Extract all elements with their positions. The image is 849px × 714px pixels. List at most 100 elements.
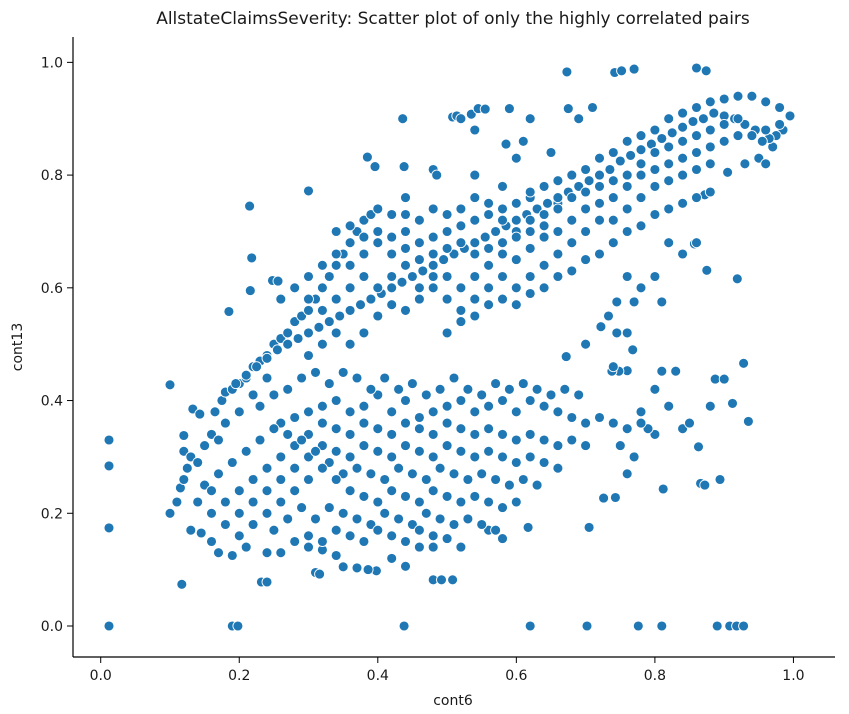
data-point [621,180,633,192]
data-point [434,462,446,474]
data-point [303,185,314,197]
data-point [607,361,619,373]
data-point [732,130,744,142]
data-point [552,271,564,282]
data-point [400,226,411,237]
data-point [614,440,626,452]
data-point [538,457,550,468]
data-point [344,220,356,232]
data-point [358,490,370,502]
data-point [261,547,273,559]
data-point [510,152,522,164]
data-point [296,502,308,514]
data-point [397,113,409,125]
data-point [684,417,695,429]
data-point [562,103,574,115]
data-point [609,492,621,503]
data-point [691,192,702,204]
data-point [247,389,259,401]
data-point [774,102,786,113]
data-point [635,406,647,418]
data-point [448,468,460,480]
data-point [503,479,515,491]
data-point [427,271,439,282]
data-point [524,428,536,440]
data-point [386,248,398,260]
data-point [524,620,536,632]
data-point [282,428,294,440]
data-point [310,366,321,378]
data-point [580,417,592,429]
data-point [323,271,335,282]
data-point [500,138,512,150]
y-tick-label: 0.0 [41,619,63,635]
data-point [538,282,550,294]
data-point [223,306,235,317]
data-point [566,237,578,249]
data-point [296,434,308,446]
data-point [344,259,356,271]
data-point [649,383,661,395]
data-point [310,445,321,457]
data-point [427,530,439,542]
data-point [386,406,398,418]
data-point [103,434,115,446]
data-point [503,383,515,395]
data-point [455,395,467,406]
data-point [663,113,675,125]
data-point [330,259,342,271]
data-point [316,400,328,412]
data-point [580,338,592,350]
data-point [621,327,633,339]
data-point [296,372,308,384]
y-tick-label: 0.6 [41,281,63,297]
data-point [441,242,453,254]
data-point [358,400,370,412]
data-point [282,338,294,350]
data-point [386,209,398,220]
data-point [462,513,474,525]
data-point [649,124,661,136]
data-point [455,316,467,328]
data-point [386,231,398,243]
data-point [427,231,439,243]
data-point [316,338,328,350]
data-point [594,180,605,192]
chart-title: AllstateClaimsSeverity: Scatter plot of … [156,9,750,29]
data-point [677,169,689,181]
data-point [441,533,453,545]
data-point [718,373,730,385]
data-point [195,527,207,539]
data-point [583,175,595,187]
data-point [386,485,398,497]
data-point [483,197,495,209]
y-tick-label: 1.0 [41,55,63,71]
data-point [330,327,342,339]
data-point [441,400,453,412]
data-point [379,507,391,519]
data-point [476,519,488,530]
data-point [704,400,716,412]
data-point [469,310,481,322]
data-point [566,214,578,226]
data-point [372,445,384,457]
data-point [677,152,689,164]
data-point [303,304,314,316]
x-axis-label: cont6 [433,693,473,709]
data-point [538,259,550,271]
data-point [497,180,508,192]
data-point [178,445,190,457]
data-point [566,434,578,446]
data-point [462,383,474,395]
data-point [483,496,495,508]
data-point [580,440,592,452]
data-point [219,496,231,508]
data-point [316,304,328,316]
data-point [677,107,689,119]
data-point [316,259,328,271]
data-point [441,226,453,237]
data-point [700,65,712,77]
data-point [226,457,238,468]
data-point [351,513,363,525]
x-tick-label: 0.0 [90,668,112,684]
